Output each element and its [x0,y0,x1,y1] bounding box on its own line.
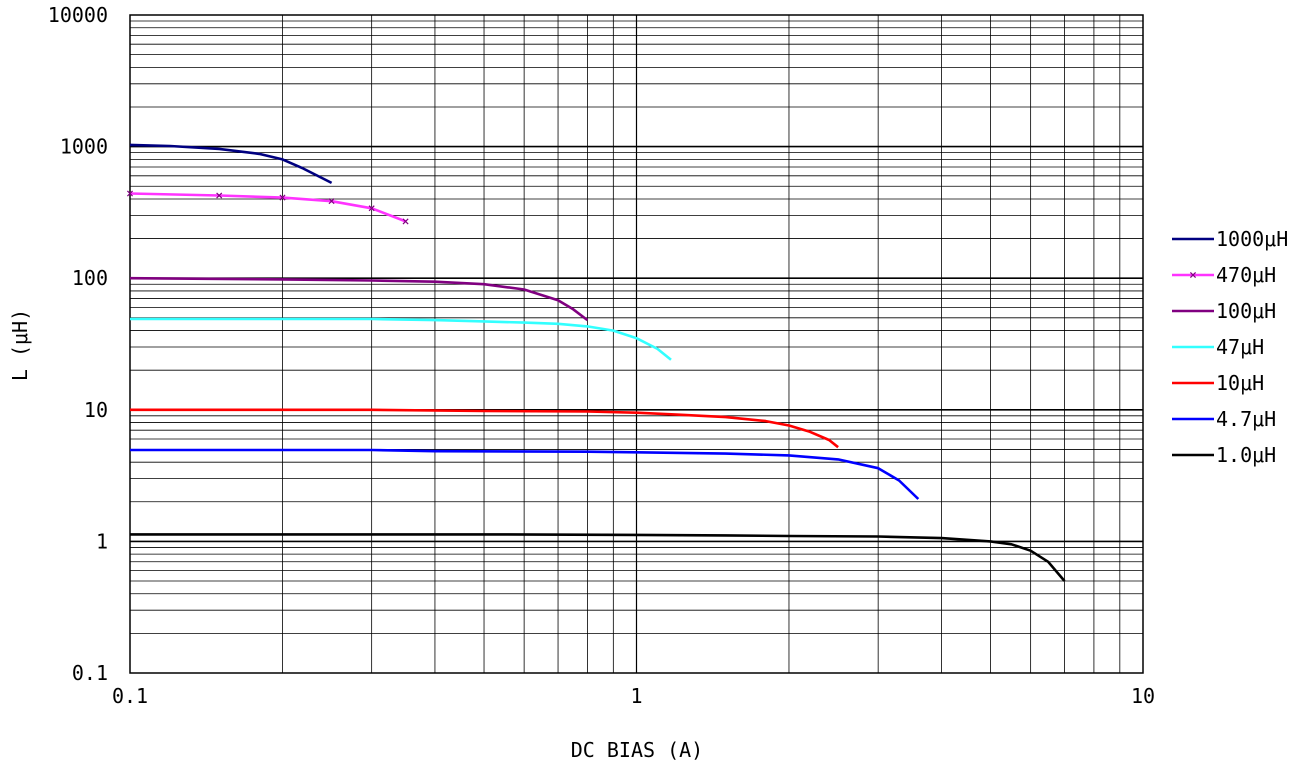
series-6 [130,448,920,500]
series-layer [126,143,1066,582]
y-axis-title: L (μH) [8,309,32,381]
series-line [129,276,589,322]
legend-item: 47μH [1172,335,1264,359]
legend-item: 10μH [1172,371,1264,395]
plot-area-frame [129,14,1144,674]
data-point-marker [368,205,375,212]
y-tick-label: 0.1 [72,661,108,685]
series-line [129,192,407,223]
legend-item: 470μH [1172,263,1276,287]
legend-item: 1.0μH [1172,443,1276,467]
data-point-marker [328,198,335,205]
legend-label: 470μH [1216,263,1276,287]
major-gridlines [130,15,1143,673]
legend-label: 4.7μH [1216,407,1276,431]
y-tick-label: 100 [72,266,108,290]
series-4 [130,317,672,361]
series-5 [130,408,839,449]
series-line [129,143,333,185]
legend-item: 4.7μH [1172,407,1276,431]
series-3 [129,276,589,322]
legend-label: 1000μH [1216,227,1288,251]
data-point-marker [279,194,286,201]
x-axis-title: DC BIAS (A) [571,738,703,762]
series-line [130,408,839,449]
y-tick-label: 1 [96,529,108,553]
series-line [130,448,920,500]
x-tick-label: 10 [1131,684,1155,708]
tick-labels: 0.1 1 10 100 1000 10000 0.1 1 10 [48,3,1155,708]
series-7 [130,533,1066,582]
series-line [130,533,1066,582]
legend-item: 1000μH [1172,227,1288,251]
series-1 [129,143,333,185]
legend-label: 100μH [1216,299,1276,323]
legend-label: 10μH [1216,371,1264,395]
data-point-marker [402,218,409,225]
y-tick-label: 10 [84,398,108,422]
legend-item: 100μH [1172,299,1276,323]
legend-marker [1189,271,1197,279]
x-tick-label: 1 [630,684,642,708]
series-2 [126,190,409,225]
legend-label: 47μH [1216,335,1264,359]
series-line [130,317,672,361]
y-tick-label: 1000 [60,135,108,159]
legend: 1000μH 470μH 100μH 47μH 10μH 4.7μH 1.0μH [1172,227,1288,467]
x-tick-label: 0.1 [112,684,148,708]
data-point-marker [126,190,134,197]
legend-label: 1.0μH [1216,443,1276,467]
y-tick-label: 10000 [48,3,108,27]
data-point-marker [216,192,223,199]
